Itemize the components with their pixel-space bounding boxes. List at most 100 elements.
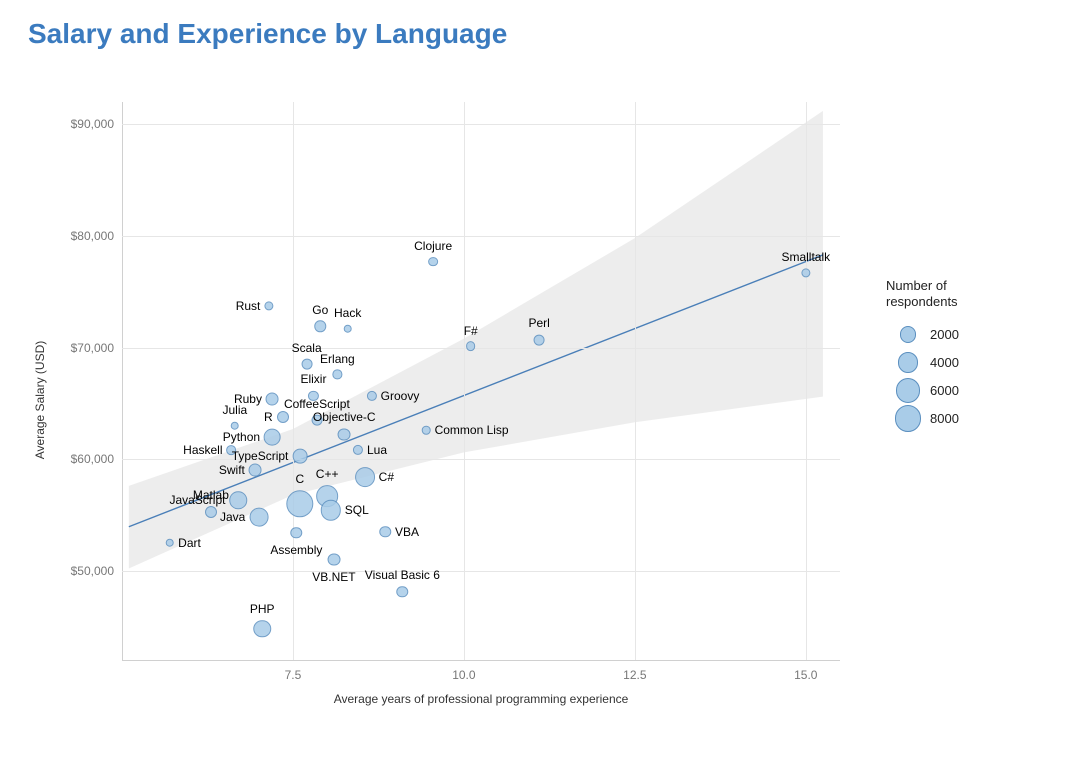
data-point[interactable] — [353, 445, 363, 455]
data-point-label: F# — [464, 324, 478, 338]
data-point-label: PHP — [250, 602, 275, 616]
data-point[interactable] — [301, 359, 312, 370]
data-point-label: CoffeeScript — [284, 397, 350, 411]
data-point-label: Hack — [334, 306, 361, 320]
data-point[interactable] — [253, 620, 271, 638]
gridline-v — [293, 102, 294, 660]
legend-label: 4000 — [930, 355, 959, 370]
gridline-h — [122, 348, 840, 349]
data-point[interactable] — [466, 342, 476, 352]
x-tick-label: 10.0 — [452, 668, 475, 682]
data-point-label: Haskell — [183, 443, 222, 457]
data-point[interactable] — [320, 500, 340, 520]
data-point-label: R — [264, 410, 273, 424]
data-point-label: C# — [379, 470, 394, 484]
gridline-h — [122, 571, 840, 572]
data-point-label: Swift — [219, 463, 245, 477]
data-point-label: Lua — [367, 443, 387, 457]
gridline-v — [464, 102, 465, 660]
data-point[interactable] — [397, 586, 408, 597]
legend-item: 6000 — [886, 377, 959, 405]
data-point-label: Dart — [178, 536, 201, 550]
gridline-v — [806, 102, 807, 660]
x-axis-label: Average years of professional programmin… — [334, 692, 629, 706]
data-point-label: Rust — [236, 299, 261, 313]
data-point[interactable] — [291, 527, 302, 538]
data-point-label: Perl — [528, 316, 549, 330]
legend-item: 4000 — [886, 349, 959, 377]
data-point[interactable] — [231, 421, 240, 430]
data-point[interactable] — [338, 428, 351, 441]
data-point-label: C++ — [316, 467, 339, 481]
axis-line-x — [122, 660, 840, 661]
data-point-label: C — [295, 472, 304, 486]
legend-swatch — [900, 326, 916, 342]
data-point[interactable] — [534, 334, 545, 345]
data-point-label: Groovy — [381, 389, 420, 403]
data-point-label: TypeScript — [232, 449, 289, 463]
legend-item: 8000 — [886, 405, 959, 433]
data-point-label: Assembly — [270, 543, 322, 557]
data-point-label: VBA — [395, 525, 419, 539]
data-point[interactable] — [249, 464, 262, 477]
data-point[interactable] — [264, 302, 273, 311]
data-point[interactable] — [428, 257, 438, 267]
data-point-label: SQL — [345, 503, 369, 517]
gridline-h — [122, 236, 840, 237]
x-tick-label: 15.0 — [794, 668, 817, 682]
data-point-label: Ruby — [234, 392, 262, 406]
legend-label: 8000 — [930, 411, 959, 426]
gridline-h — [122, 459, 840, 460]
data-point-label: Elixir — [300, 372, 326, 386]
y-axis-label: Average Salary (USD) — [33, 341, 47, 460]
data-point-label: Python — [223, 430, 260, 444]
data-point[interactable] — [266, 392, 279, 405]
legend-label: 2000 — [930, 327, 959, 342]
data-point[interactable] — [801, 268, 810, 277]
legend-swatch — [898, 352, 919, 373]
data-point[interactable] — [315, 321, 326, 332]
legend-label: 6000 — [930, 383, 959, 398]
data-point[interactable] — [367, 390, 377, 400]
data-point[interactable] — [229, 492, 247, 510]
data-point-label: Go — [312, 303, 328, 317]
data-point-label: JavaScript — [169, 493, 225, 507]
y-tick-label: $60,000 — [71, 452, 114, 466]
data-point[interactable] — [249, 508, 268, 527]
y-tick-label: $90,000 — [71, 117, 114, 131]
data-point-label: Scala — [292, 341, 322, 355]
chart-title: Salary and Experience by Language — [28, 18, 507, 50]
data-point[interactable] — [328, 553, 341, 566]
x-tick-label: 12.5 — [623, 668, 646, 682]
data-point[interactable] — [292, 448, 307, 463]
data-point-label: VB.NET — [312, 570, 355, 584]
legend-item: 2000 — [886, 321, 959, 349]
data-point[interactable] — [380, 526, 391, 537]
data-point-label: Smalltalk — [781, 250, 830, 264]
legend-swatch — [895, 405, 922, 432]
data-point-label: Visual Basic 6 — [365, 568, 440, 582]
data-point[interactable] — [422, 426, 431, 435]
data-point-label: Objective-C — [313, 410, 376, 424]
data-point-label: Clojure — [414, 239, 452, 253]
gridline-h — [122, 124, 840, 125]
y-tick-label: $80,000 — [71, 229, 114, 243]
x-tick-label: 7.5 — [285, 668, 302, 682]
data-point[interactable] — [286, 490, 313, 517]
size-legend: Number ofrespondents2000400060008000 — [886, 278, 959, 433]
legend-swatch — [896, 378, 920, 402]
gridline-v — [635, 102, 636, 660]
data-point[interactable] — [277, 411, 289, 423]
data-point[interactable] — [343, 324, 352, 333]
data-point[interactable] — [166, 539, 175, 548]
data-point[interactable] — [355, 467, 375, 487]
data-point[interactable] — [333, 370, 342, 379]
y-tick-label: $50,000 — [71, 564, 114, 578]
chart-container: Salary and Experience by Language Averag… — [0, 0, 1080, 769]
trend-line — [129, 255, 823, 527]
data-point-label: Erlang — [320, 352, 355, 366]
data-point[interactable] — [264, 428, 281, 445]
data-point-label: Common Lisp — [435, 423, 509, 437]
data-point-label: Java — [220, 510, 245, 524]
axis-line-y — [122, 102, 123, 660]
